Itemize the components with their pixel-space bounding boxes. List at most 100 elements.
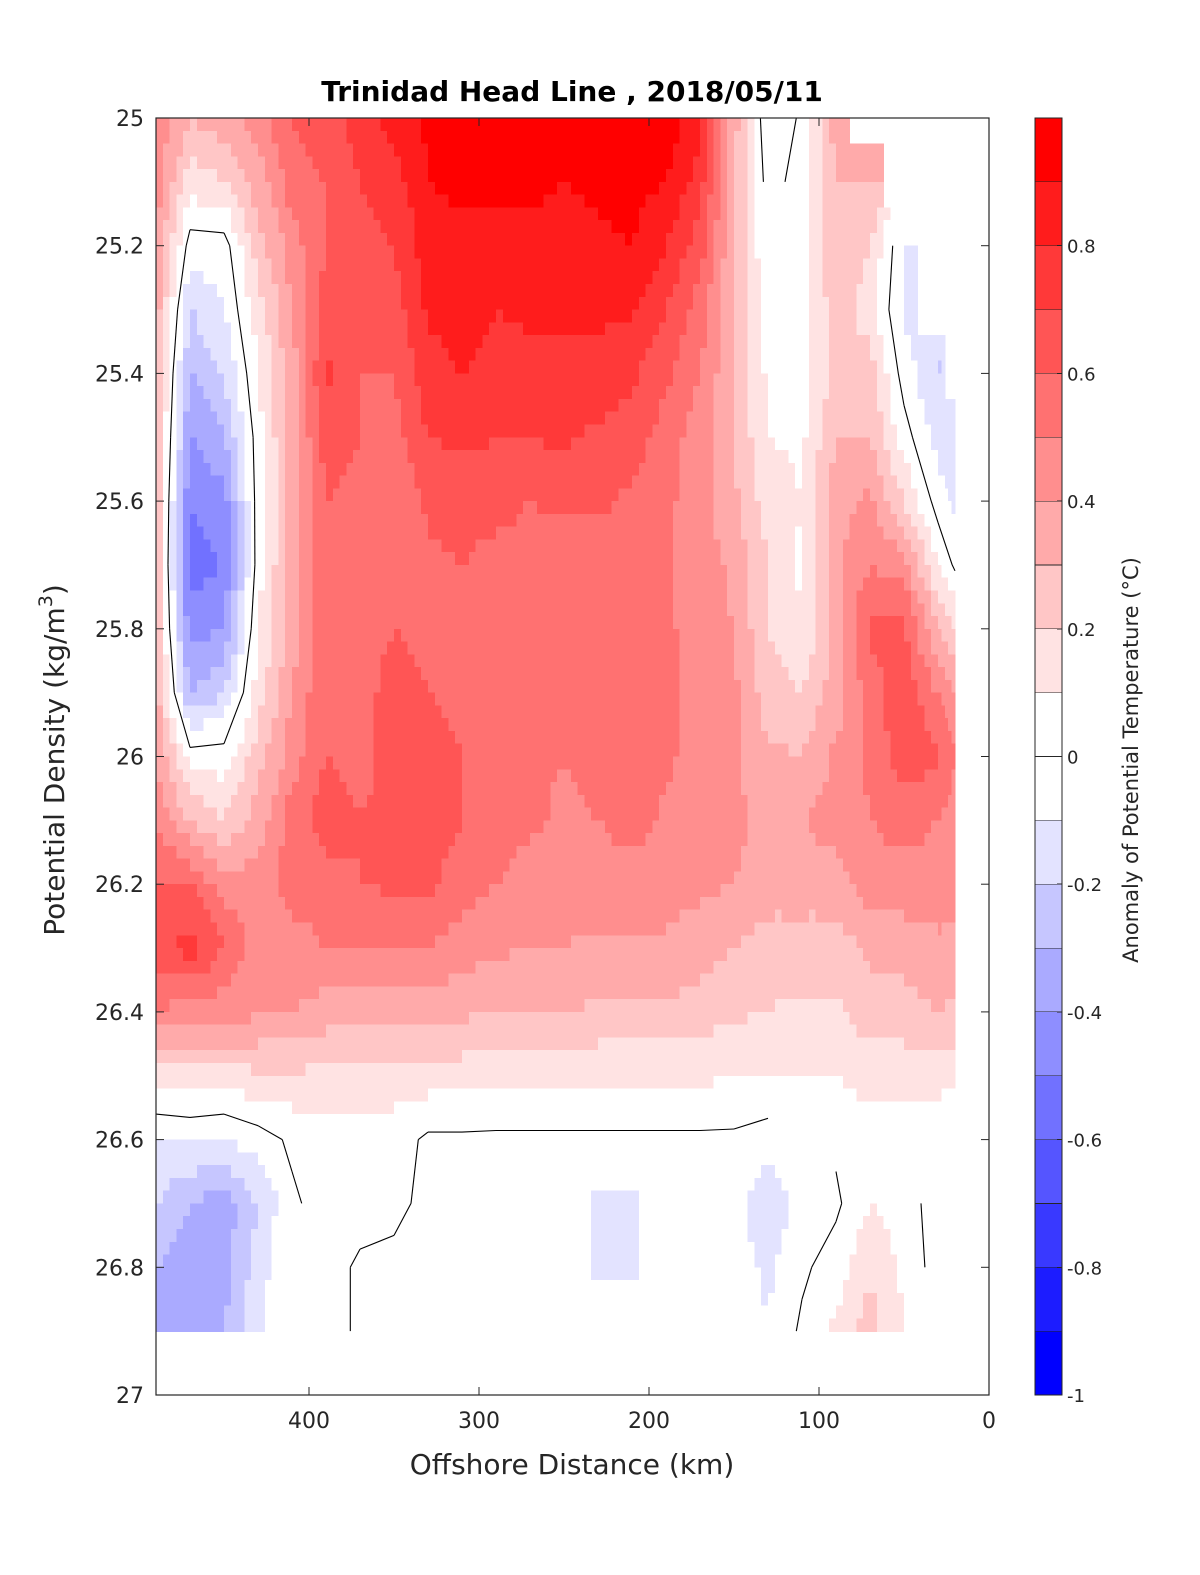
contour-cell (353, 1305, 361, 1319)
contour-cell (421, 347, 429, 362)
contour-cell (380, 782, 388, 796)
contour-cell (196, 526, 205, 540)
contour-cell (441, 296, 449, 311)
contour-cell (482, 628, 490, 643)
contour-cell (217, 475, 225, 489)
contour-cell (475, 335, 483, 349)
contour-cell (428, 794, 436, 809)
contour-cell (421, 539, 429, 553)
contour-cell (332, 1267, 341, 1281)
contour-cell (271, 731, 279, 745)
contour-cell (366, 437, 375, 451)
contour-cell (203, 1114, 211, 1128)
contour-cell (156, 373, 164, 387)
contour-cell (434, 807, 443, 821)
contour-cell (468, 181, 477, 196)
contour-cell (326, 1216, 334, 1230)
contour-cell (502, 679, 511, 694)
contour-cell (285, 1280, 293, 1294)
contour-cell (346, 271, 354, 285)
contour-cell (407, 118, 415, 132)
contour-cell (346, 118, 354, 132)
contour-cell (244, 1126, 252, 1141)
contour-cell (271, 194, 279, 208)
contour-cell (258, 207, 266, 221)
contour-cell (380, 207, 388, 221)
contour-cell (169, 232, 177, 247)
contour-cell (237, 398, 245, 413)
contour-cell (278, 1305, 286, 1319)
contour-cell (482, 245, 490, 260)
contour-cell (326, 756, 334, 770)
contour-cell (217, 1267, 225, 1281)
contour-cell (434, 948, 443, 962)
contour-cell (285, 871, 293, 885)
contour-cell (407, 999, 415, 1013)
contour-cell (251, 462, 259, 477)
contour-cell (475, 897, 483, 911)
contour-cell (475, 539, 483, 553)
contour-cell (353, 641, 361, 655)
contour-cell (482, 935, 490, 949)
contour-cell (373, 679, 381, 694)
contour-cell (305, 373, 313, 387)
contour-cell (326, 769, 334, 783)
contour-cell (190, 1063, 198, 1077)
contour-cell (509, 526, 517, 540)
contour-cell (360, 373, 368, 387)
contour-cell (251, 245, 259, 260)
contour-cell (523, 309, 531, 323)
contour-cell (271, 539, 279, 553)
contour-cell (394, 194, 402, 208)
contour-cell (489, 794, 497, 809)
contour-cell (380, 194, 388, 208)
contour-cell (169, 1050, 177, 1064)
contour-cell (448, 769, 456, 783)
contour-cell (441, 1190, 449, 1205)
contour-cell (210, 309, 218, 323)
contour-cell (448, 424, 456, 438)
contour-cell (183, 207, 191, 221)
contour-cell (394, 118, 402, 132)
contour-cell (230, 360, 239, 374)
contour-cell (468, 1318, 477, 1332)
contour-cell (360, 513, 368, 528)
contour-cell (176, 386, 184, 400)
contour-cell (298, 1139, 307, 1153)
contour-cell (244, 769, 252, 783)
contour-cell (502, 411, 511, 426)
contour-cell (264, 731, 273, 745)
contour-cell (428, 1254, 436, 1268)
contour-cell (421, 692, 429, 706)
contour-cell (332, 1024, 341, 1039)
contour-cell (360, 782, 368, 796)
contour-cell (203, 871, 211, 885)
contour-cell (434, 1254, 443, 1268)
contour-cell (353, 335, 361, 349)
contour-cell (346, 450, 354, 464)
contour-cell (285, 718, 293, 732)
contour-cell (224, 1229, 232, 1243)
contour-cell (298, 833, 307, 847)
contour-cell (475, 386, 483, 400)
contour-cell (258, 1037, 266, 1051)
contour-cell (285, 973, 293, 987)
contour-cell (237, 1177, 245, 1192)
contour-cell (217, 539, 225, 553)
contour-cell (278, 1165, 286, 1179)
contour-cell (373, 935, 381, 949)
contour-cell (156, 718, 164, 732)
contour-cell (298, 960, 307, 975)
contour-cell (455, 603, 463, 617)
contour-cell (455, 309, 463, 323)
contour-cell (380, 1177, 388, 1192)
contour-cell (298, 1037, 307, 1051)
contour-cell (455, 322, 463, 336)
contour-cell (387, 475, 395, 489)
contour-cell (237, 986, 245, 1000)
contour-cell (278, 475, 286, 489)
contour-cell (434, 897, 443, 911)
contour-cell (183, 169, 191, 183)
contour-cell (251, 756, 259, 770)
contour-cell (475, 999, 483, 1013)
